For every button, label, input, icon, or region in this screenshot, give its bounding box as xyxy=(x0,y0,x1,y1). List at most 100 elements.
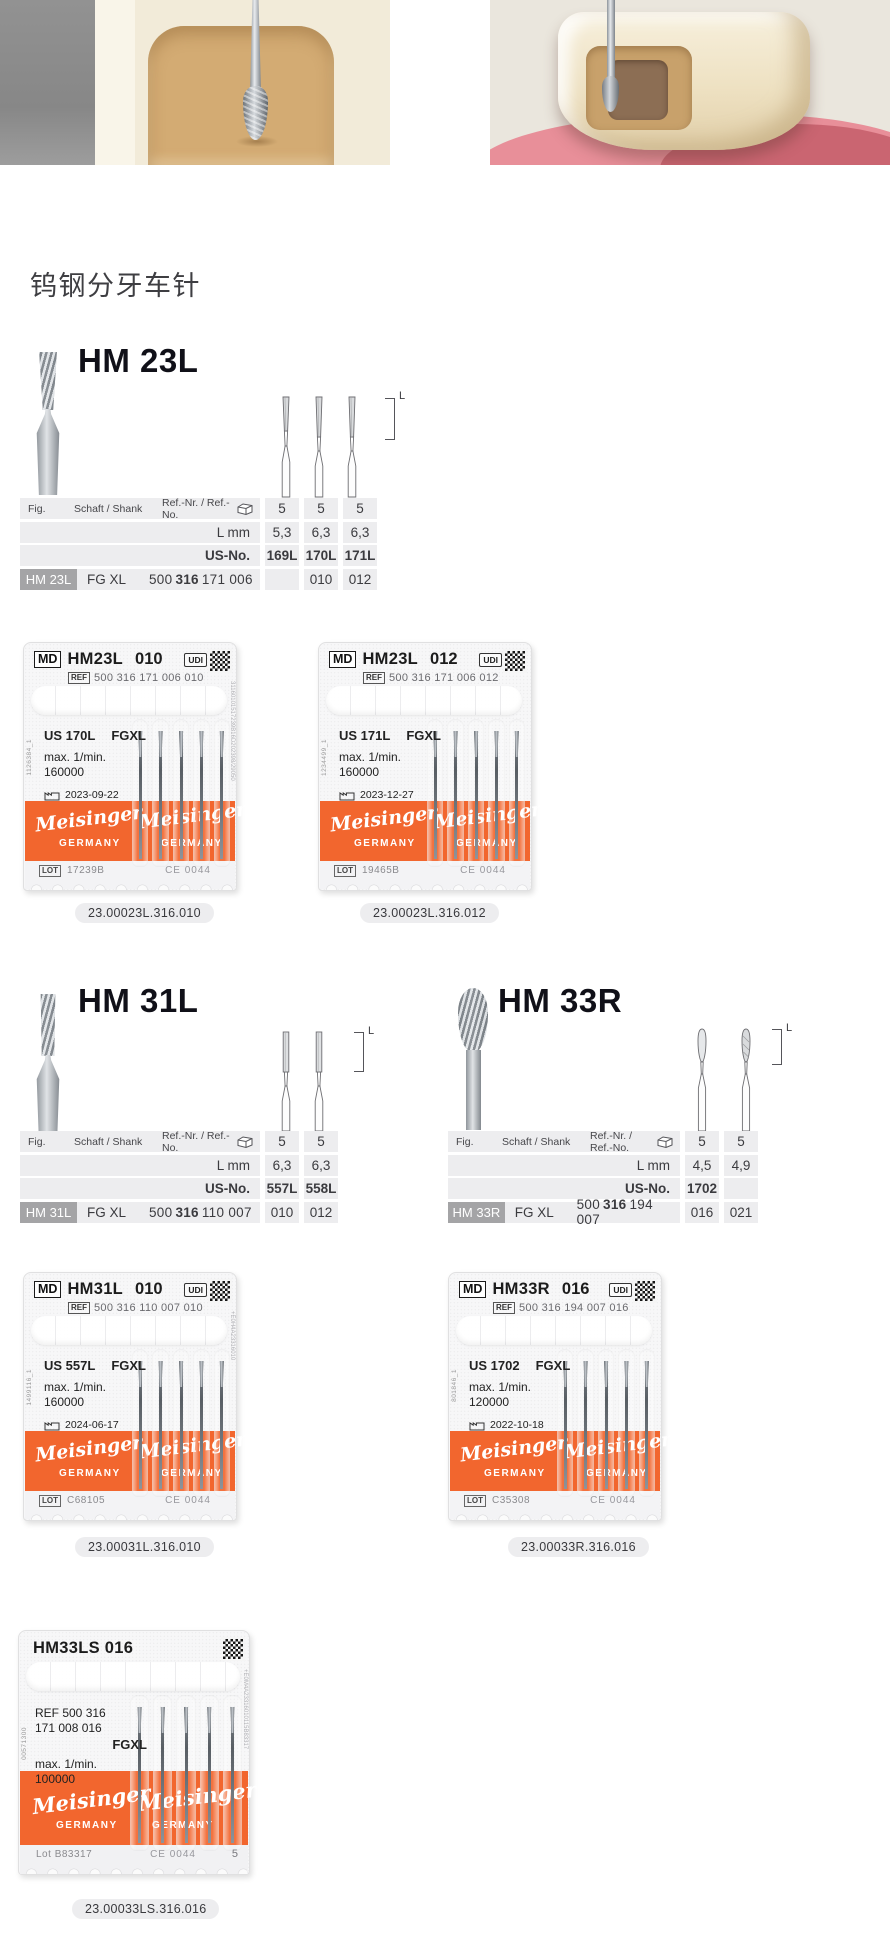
l-mm-label: L mm xyxy=(20,521,260,543)
product-package-hm33r-016: MD HM33R 016 UDI REF 500 316 194 007 016… xyxy=(448,1272,672,1521)
product-ref-number: 500 316 110 007 xyxy=(149,1204,252,1220)
max-rpm-label: max. 1/min. xyxy=(469,1380,532,1394)
bur-channel xyxy=(213,1349,231,1497)
ref-label: REF xyxy=(68,1302,90,1314)
length-bracket xyxy=(354,1032,364,1072)
bur-drawing-557l xyxy=(281,1031,291,1132)
size-cell: 021 xyxy=(724,1201,758,1223)
max-rpm-value: 160000 xyxy=(339,765,380,779)
size-cell: 010 xyxy=(265,1201,299,1223)
udi-mark: UDI xyxy=(184,1283,207,1297)
shank-header: Schaft / Shank xyxy=(74,502,143,515)
bur-instrument xyxy=(207,1707,211,1843)
length-label: L xyxy=(786,1022,793,1034)
qty-cell: 5 xyxy=(724,1131,758,1152)
bur-instrument xyxy=(474,731,478,859)
product-name-chip: HM 23L xyxy=(20,568,77,590)
brand-logo: Meisinger xyxy=(329,801,439,837)
ref-number: 500 316 194 007 016 xyxy=(519,1302,629,1314)
table-lmm-row: L mm 4,5 4,9 xyxy=(448,1154,758,1176)
bur-instrument xyxy=(159,1361,163,1489)
bur-channel xyxy=(152,1349,169,1497)
ref-header: Ref.-Nr. / Ref.-No. xyxy=(162,496,230,521)
table-usno-row: US-No. 557L 558L xyxy=(20,1178,338,1199)
bur-channel xyxy=(427,719,444,867)
table-usno-row: US-No. 1702 xyxy=(448,1178,758,1199)
bur-head xyxy=(458,988,488,1052)
package-size: 012 xyxy=(430,650,458,668)
l-mm-cell: 5,3 xyxy=(265,521,299,543)
blister-capsule xyxy=(26,1662,240,1691)
manufacture-date-icon xyxy=(469,1422,485,1431)
bur-drawing-558l xyxy=(314,1031,324,1132)
bur-channel xyxy=(638,1349,656,1497)
bur-drawing-169l xyxy=(281,396,291,498)
ref-label: REF xyxy=(493,1302,515,1314)
qr-code xyxy=(503,649,527,673)
manufacture-date: 2023-12-27 xyxy=(360,789,414,801)
bur-head xyxy=(39,352,57,410)
us-no-cell: 1702 xyxy=(685,1178,719,1199)
blister-teeth-edge xyxy=(451,1507,659,1520)
lot-label: LOT xyxy=(39,1495,61,1507)
us-no-cell: 557L xyxy=(265,1178,299,1199)
qty-cell: 5 xyxy=(304,498,338,519)
udi-mark: UDI xyxy=(609,1283,632,1297)
order-number-caption: 23.00023L.316.012 xyxy=(360,903,499,923)
md-mark: MD xyxy=(34,1281,62,1298)
package-size: 010 xyxy=(135,1280,163,1298)
lot-label: Lot xyxy=(36,1849,52,1860)
bur-blister-channels xyxy=(427,719,526,867)
l-mm-cell: 4,9 xyxy=(724,1154,758,1176)
bur-instrument xyxy=(199,1361,203,1489)
table-header-row: Fig. Schaft / Shank Ref.-Nr. / Ref.-No. … xyxy=(20,1130,338,1154)
qr-code xyxy=(208,649,232,673)
length-bracket xyxy=(772,1029,782,1065)
bur-instrument xyxy=(584,1361,588,1489)
bur-instrument xyxy=(624,1361,628,1489)
us-no-label: US-No. xyxy=(448,1178,680,1199)
bur-channel xyxy=(597,1349,615,1497)
bur-channel xyxy=(193,1349,210,1497)
brand-logo: Meisinger xyxy=(34,801,144,837)
us-no-cell: 171L xyxy=(343,545,377,566)
fig-header: Fig. xyxy=(456,1135,474,1148)
length-label: L xyxy=(368,1025,375,1037)
max-rpm-value: 100000 xyxy=(35,1772,76,1786)
package-title: HM23L xyxy=(362,650,419,668)
bur-drawing-1702-016 xyxy=(697,1028,707,1132)
bur-channel xyxy=(577,1349,594,1497)
shank-header: Schaft / Shank xyxy=(74,1135,143,1148)
ce-mark: CE 0044 xyxy=(165,865,211,876)
qty-cell: 5 xyxy=(265,1131,299,1152)
product-shank: FG XL xyxy=(87,571,127,587)
ref-number: 500 316 171 006 010 xyxy=(94,672,204,684)
bur-channel xyxy=(213,719,231,867)
package-quantity-icon xyxy=(237,1135,253,1148)
side-code: 1234499_1 xyxy=(321,739,328,777)
bur-shaft-illustration xyxy=(250,0,261,92)
shank-type: FGXL xyxy=(112,1737,147,1752)
lot-label: LOT xyxy=(39,865,61,877)
bur-channel xyxy=(153,1695,173,1851)
country-label: GERMANY xyxy=(161,1468,223,1479)
bur-instrument xyxy=(159,731,163,859)
lot-number: 17239B xyxy=(67,865,105,876)
qty-cell: 5 xyxy=(265,498,299,519)
size-cell: 012 xyxy=(343,568,377,590)
bur-channel xyxy=(557,1349,574,1497)
package-size: 010 xyxy=(135,650,163,668)
bur-channel xyxy=(172,1349,190,1497)
edge-code: +E0H4A23316010 xyxy=(229,1311,235,1361)
shank-type: FGXL xyxy=(111,1358,146,1373)
l-mm-label: L mm xyxy=(20,1154,260,1176)
size-cell: 016 xyxy=(685,1201,719,1223)
side-code: 1499116_1 xyxy=(26,1369,33,1406)
l-mm-cell: 6,3 xyxy=(304,1154,338,1176)
l-mm-label: L mm xyxy=(448,1154,680,1176)
fig-header: Fig. xyxy=(28,502,46,515)
tooth-cavity-illustration xyxy=(148,26,334,165)
bur-instrument xyxy=(563,1361,567,1489)
bur-channel xyxy=(447,719,464,867)
package-title: HM33LS 016 xyxy=(33,1639,134,1657)
